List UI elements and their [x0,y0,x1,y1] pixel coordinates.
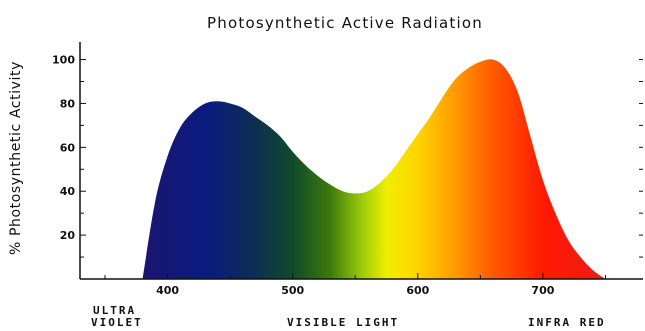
visible-light-label: VISIBLE LIGHT [287,316,399,329]
chart-title: Photosynthetic Active Radiation [207,14,483,32]
x-tick-label: 600 [406,284,429,297]
y-tick-label: 80 [60,97,76,110]
infrared-label: INFRA RED [528,316,606,329]
y-tick-label: 100 [52,54,75,67]
axes: 20 40 60 80 100 400 500 600 700 [52,42,643,297]
x-tick-label: 500 [281,284,304,297]
y-tick-label: 40 [60,185,76,198]
x-tick-label: 400 [156,284,179,297]
x-tick-label: 700 [531,284,554,297]
y-tick-label: 20 [60,229,76,242]
photosynthetic-activity-area [142,59,606,280]
y-axis-label: % Photosynthetic Activity [8,61,24,255]
ultraviolet-label-line1: ULTRA [93,304,136,317]
plot-area [142,59,606,280]
y-tick-label: 60 [60,141,76,154]
ultraviolet-label-line2: VIOLET [91,316,143,329]
